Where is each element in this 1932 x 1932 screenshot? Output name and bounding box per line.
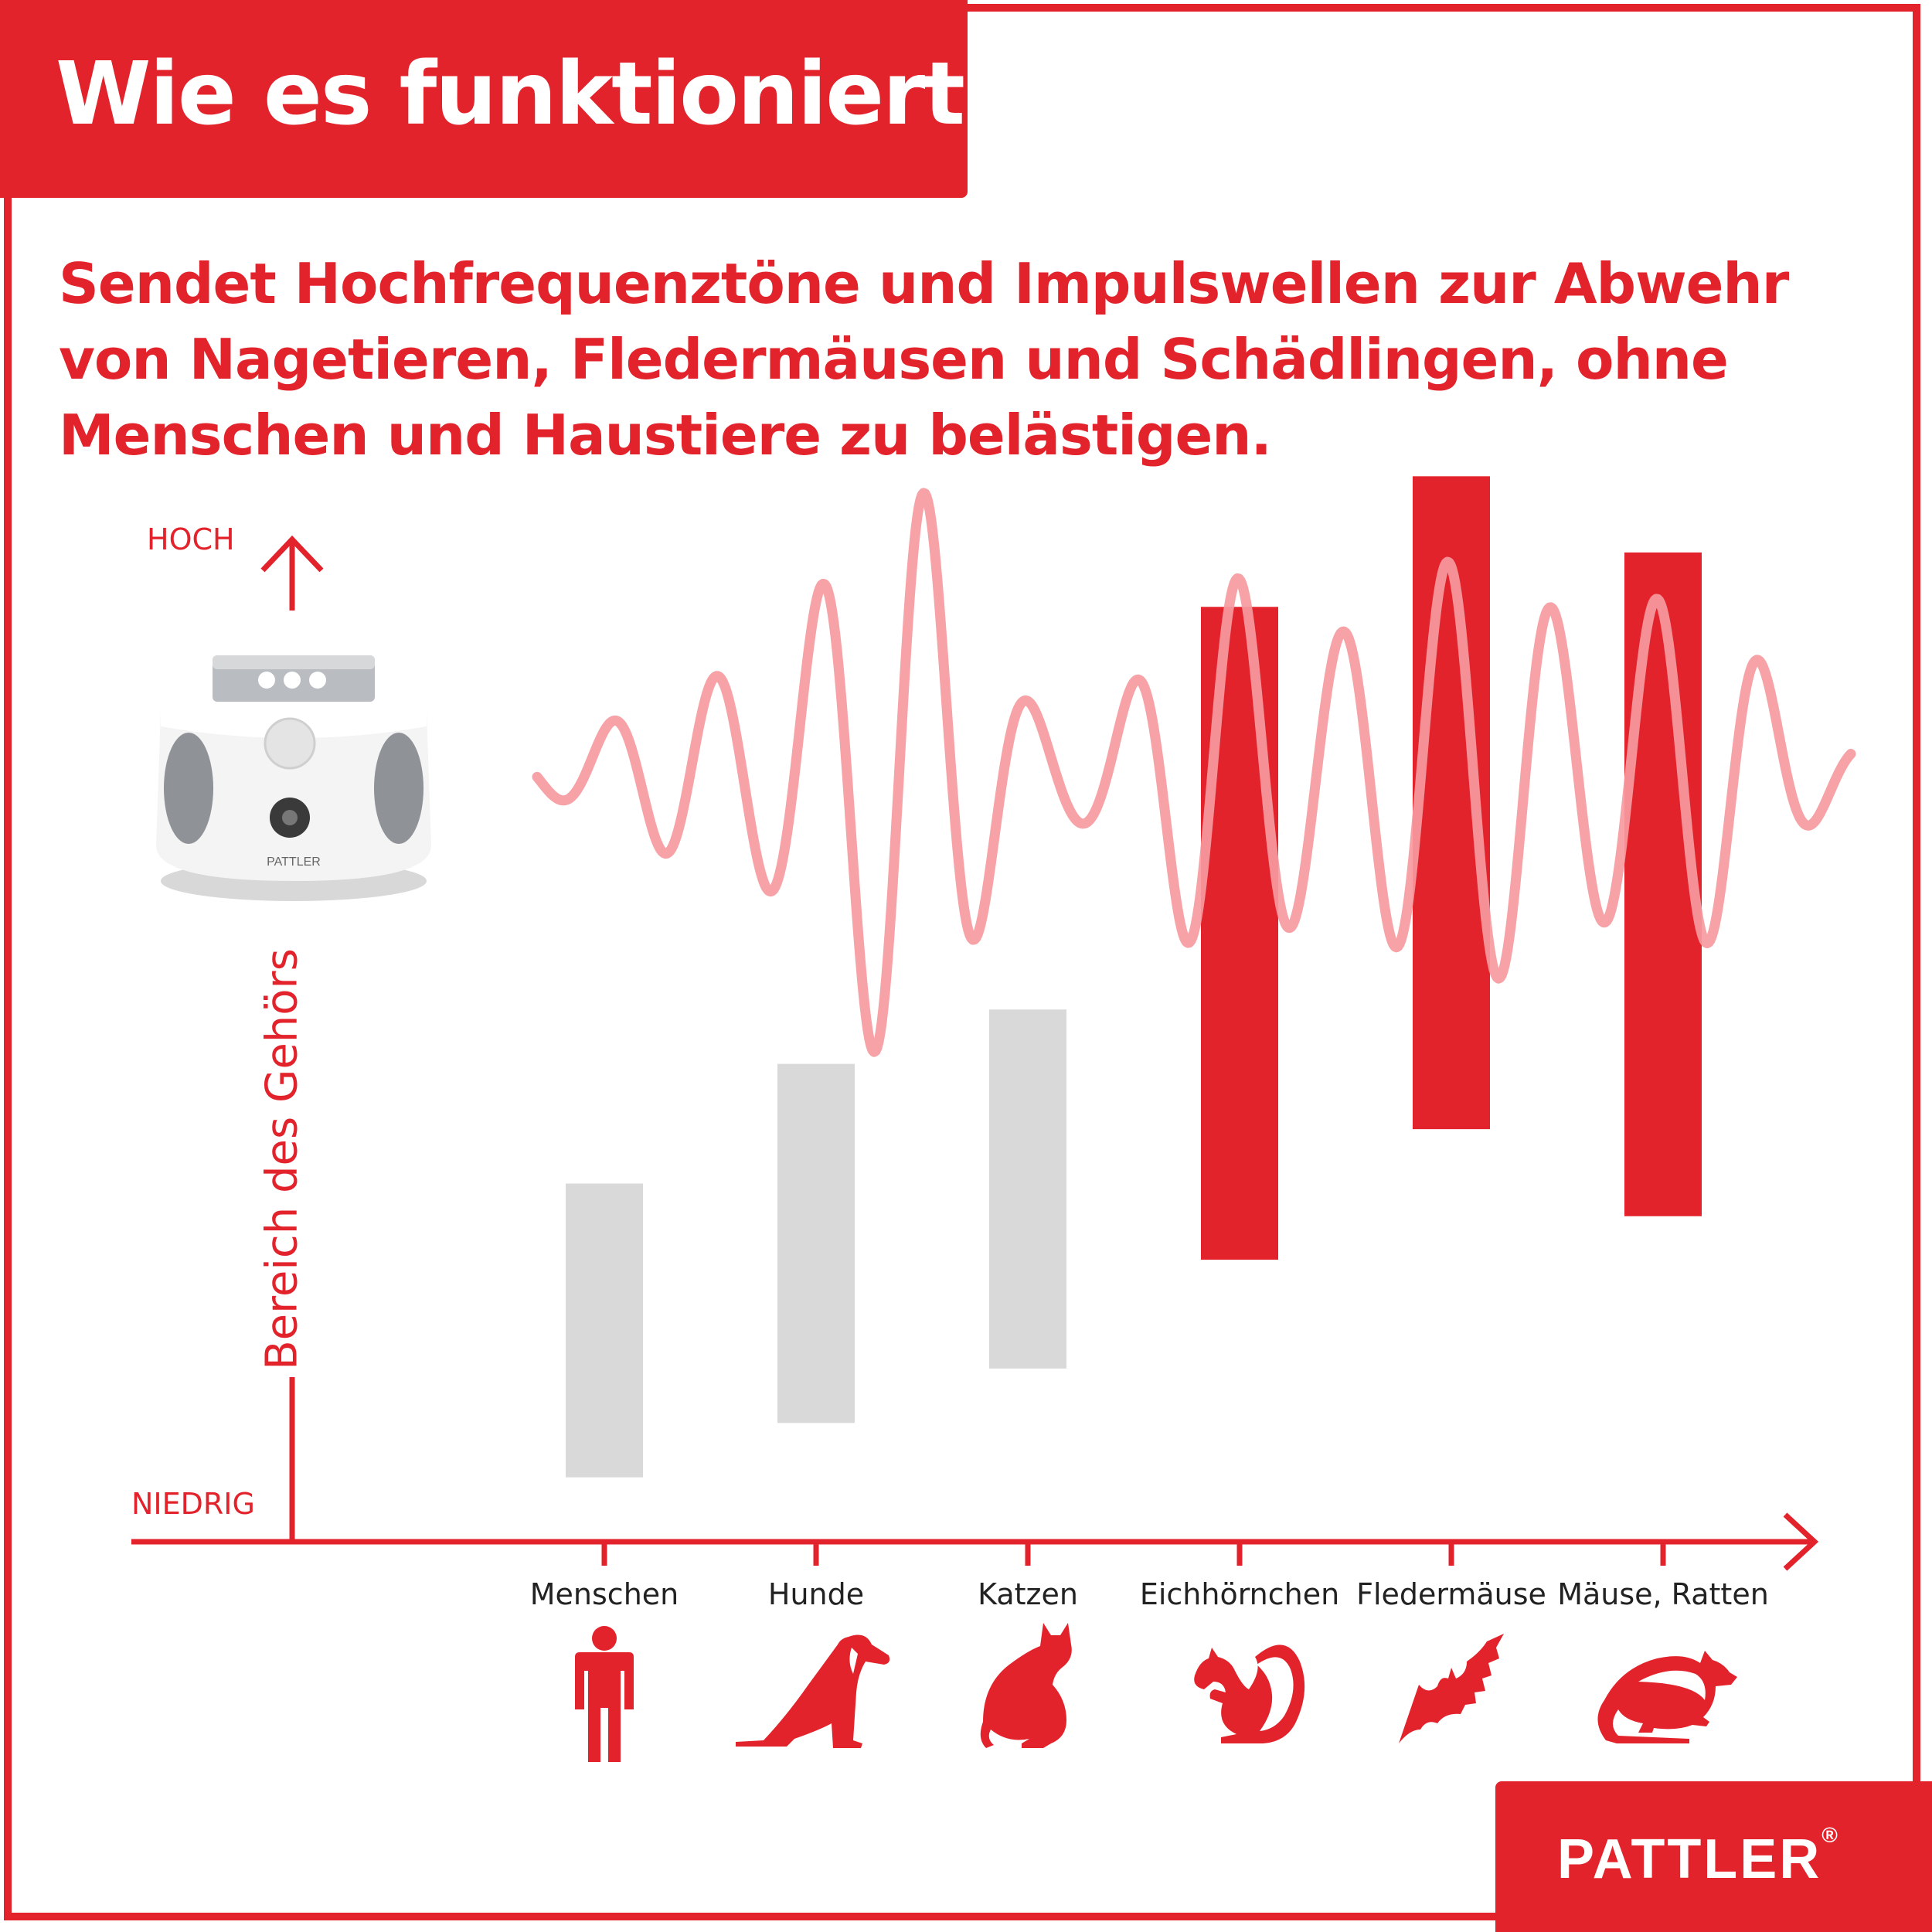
range-bar-menschen (566, 1183, 643, 1478)
range-bar-katzen (989, 1009, 1066, 1369)
y-low-label: NIEDRIG (131, 1487, 255, 1521)
y-high-label: HOCH (147, 522, 235, 556)
ultrasonic-device: PATTLER (156, 655, 431, 901)
x-tick-label-eichhörnchen: Eichhörnchen (1140, 1577, 1339, 1611)
person-icon (575, 1626, 634, 1762)
right-speaker-grille (374, 733, 423, 844)
device-brand-label: PATTLER (267, 855, 321, 869)
title-banner: Wie es funktioniert (0, 0, 968, 198)
x-axis-arrow (1783, 1512, 1819, 1571)
range-bar-hunde (777, 1063, 855, 1423)
brand-logo: PATTLER® (1557, 1823, 1838, 1891)
bars-layer (566, 476, 1702, 1478)
ultrasonic-wave (532, 488, 1856, 1057)
brand-banner: PATTLER® (1495, 1781, 1932, 1932)
x-tick-label-mäuse-ratten: Mäuse, Ratten (1557, 1577, 1769, 1611)
squirrel-icon (1194, 1645, 1305, 1743)
y-axis-arrow (260, 535, 324, 573)
bat-icon (1399, 1634, 1504, 1743)
registered-mark: ® (1821, 1823, 1838, 1847)
page-subtitle: Sendet Hochfrequenztöne und Impulswellen… (59, 251, 1789, 468)
range-bar-eichhörnchen (1201, 607, 1278, 1260)
labels-layer: Menschen Hunde Katzen Eichhörnchen Fledermäu… (530, 1577, 1769, 1611)
x-tick-label-menschen: Menschen (530, 1577, 679, 1611)
ticks-layer (601, 1542, 1666, 1566)
brand-name: PATTLER (1557, 1828, 1822, 1890)
dog-icon (736, 1634, 890, 1748)
left-speaker-grille (164, 733, 213, 844)
rat-icon (1597, 1651, 1737, 1743)
x-tick-label-katzen: Katzen (978, 1577, 1078, 1611)
cat-icon (980, 1623, 1072, 1748)
x-tick-label-hunde: Hunde (768, 1577, 864, 1611)
page-title: Wie es funktioniert (56, 44, 965, 145)
motion-sensor (264, 717, 316, 770)
x-tick-label-fledermäuse: Fledermäuse (1356, 1577, 1546, 1611)
